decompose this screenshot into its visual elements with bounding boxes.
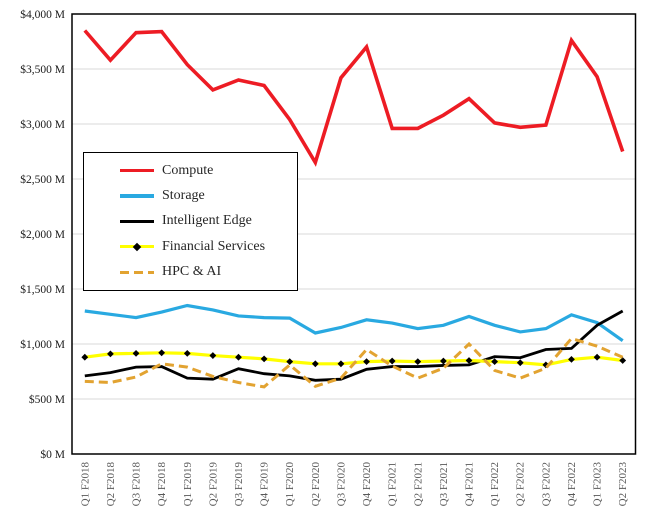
diamond-marker <box>260 355 268 363</box>
x-tick-label: Q4 F2020 <box>361 462 373 507</box>
diamond-marker <box>235 353 242 361</box>
series-line-intelligent-edge <box>84 309 624 382</box>
diamond-marker <box>439 357 447 365</box>
legend-diamond-marker <box>132 242 142 252</box>
x-tick-label: Q4 F2022 <box>566 462 578 506</box>
diamond-marker <box>132 349 140 357</box>
diamond-marker <box>363 358 370 365</box>
y-tick-label: $1,000 M <box>20 338 65 351</box>
diamond-marker <box>209 352 217 359</box>
legend-swatch-compute <box>120 168 154 173</box>
legend-swatch-financial-services <box>120 242 154 252</box>
x-tick-label: Q4 F2019 <box>259 462 271 507</box>
diamond-marker <box>158 349 166 357</box>
series-line-compute <box>83 29 625 167</box>
x-tick-label: Q4 F2018 <box>156 462 168 507</box>
legend-item-compute: Compute <box>120 163 293 179</box>
series-line-hpc-ai <box>84 336 624 389</box>
y-tick-label: $0 M <box>40 448 65 461</box>
diamond-marker <box>81 353 89 361</box>
y-tick-label: $3,000 M <box>20 118 65 131</box>
legend-label-financial-services: Financial Services <box>162 238 266 254</box>
x-tick-label: Q1 F2023 <box>592 462 604 507</box>
legend-item-storage: Storage <box>120 188 293 204</box>
diamond-marker <box>619 357 627 364</box>
diamond-marker <box>593 353 601 361</box>
x-tick-label: Q1 F2018 <box>79 462 91 507</box>
legend-swatch-intelligent-edge <box>120 219 154 223</box>
x-tick-label: Q2 F2023 <box>617 462 629 507</box>
y-tick-label: $2,500 M <box>20 173 65 186</box>
diamond-marker <box>491 358 499 365</box>
x-tick-label: Q3 F2022 <box>540 462 552 506</box>
x-tick-label: Q1 F2020 <box>284 462 296 507</box>
legend-item-hpc-ai: HPC & AI <box>120 264 293 280</box>
x-tick-label: Q4 F2021 <box>464 462 476 506</box>
legend-label-intelligent-edge: Intelligent Edge <box>162 213 252 229</box>
legend-label-storage: Storage <box>162 188 205 204</box>
y-tick-label: $2,000 M <box>20 228 65 241</box>
diamond-marker <box>414 358 422 365</box>
diamond-marker <box>516 359 524 367</box>
x-tick-label: Q3 F2021 <box>438 462 450 506</box>
legend-label-compute: Compute <box>162 162 214 178</box>
plot-border <box>71 13 637 455</box>
legend-swatch-hpc-ai <box>120 270 154 274</box>
x-tick-label: Q1 F2021 <box>387 462 399 506</box>
diamond-marker <box>465 357 473 364</box>
legend-item-financial-services: Financial Services <box>120 239 293 255</box>
legend-swatch-storage <box>120 194 154 198</box>
x-tick-label: Q1 F2022 <box>489 462 501 506</box>
x-tick-label: Q2 F2020 <box>310 462 322 507</box>
x-tick-label: Q3 F2020 <box>335 462 347 507</box>
y-tick-label: $3,500 M <box>20 63 65 76</box>
y-tick-label: $500 M <box>29 393 65 406</box>
diamond-marker <box>311 360 319 368</box>
diamond-marker <box>568 356 575 363</box>
x-tick-label: Q3 F2018 <box>131 462 143 507</box>
legend-item-intelligent-edge: Intelligent Edge <box>120 213 293 229</box>
diamond-marker <box>388 357 396 365</box>
x-tick-label: Q2 F2019 <box>207 462 219 507</box>
x-tick-label: Q2 F2022 <box>515 462 527 506</box>
diamond-marker <box>286 358 294 365</box>
legend: Compute Storage Intelligent Edge Financi… <box>83 152 298 291</box>
y-tick-label: $4,000 M <box>20 8 65 21</box>
diamond-marker <box>337 360 345 368</box>
x-tick-label: Q3 F2019 <box>233 462 245 507</box>
x-tick-label: Q2 F2021 <box>412 462 424 506</box>
diamond-marker <box>183 349 191 357</box>
series-line-storage <box>84 303 624 343</box>
diamond-marker <box>107 350 114 358</box>
x-tick-label: Q1 F2019 <box>182 462 194 507</box>
y-tick-label: $1,500 M <box>20 283 65 296</box>
x-tick-label: Q2 F2018 <box>105 462 117 507</box>
legend-label-hpc-ai: HPC & AI <box>162 264 222 280</box>
